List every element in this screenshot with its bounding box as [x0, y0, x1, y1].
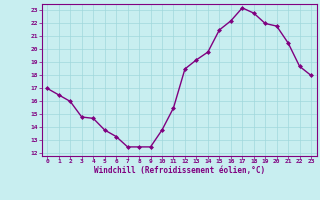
- X-axis label: Windchill (Refroidissement éolien,°C): Windchill (Refroidissement éolien,°C): [94, 166, 265, 175]
